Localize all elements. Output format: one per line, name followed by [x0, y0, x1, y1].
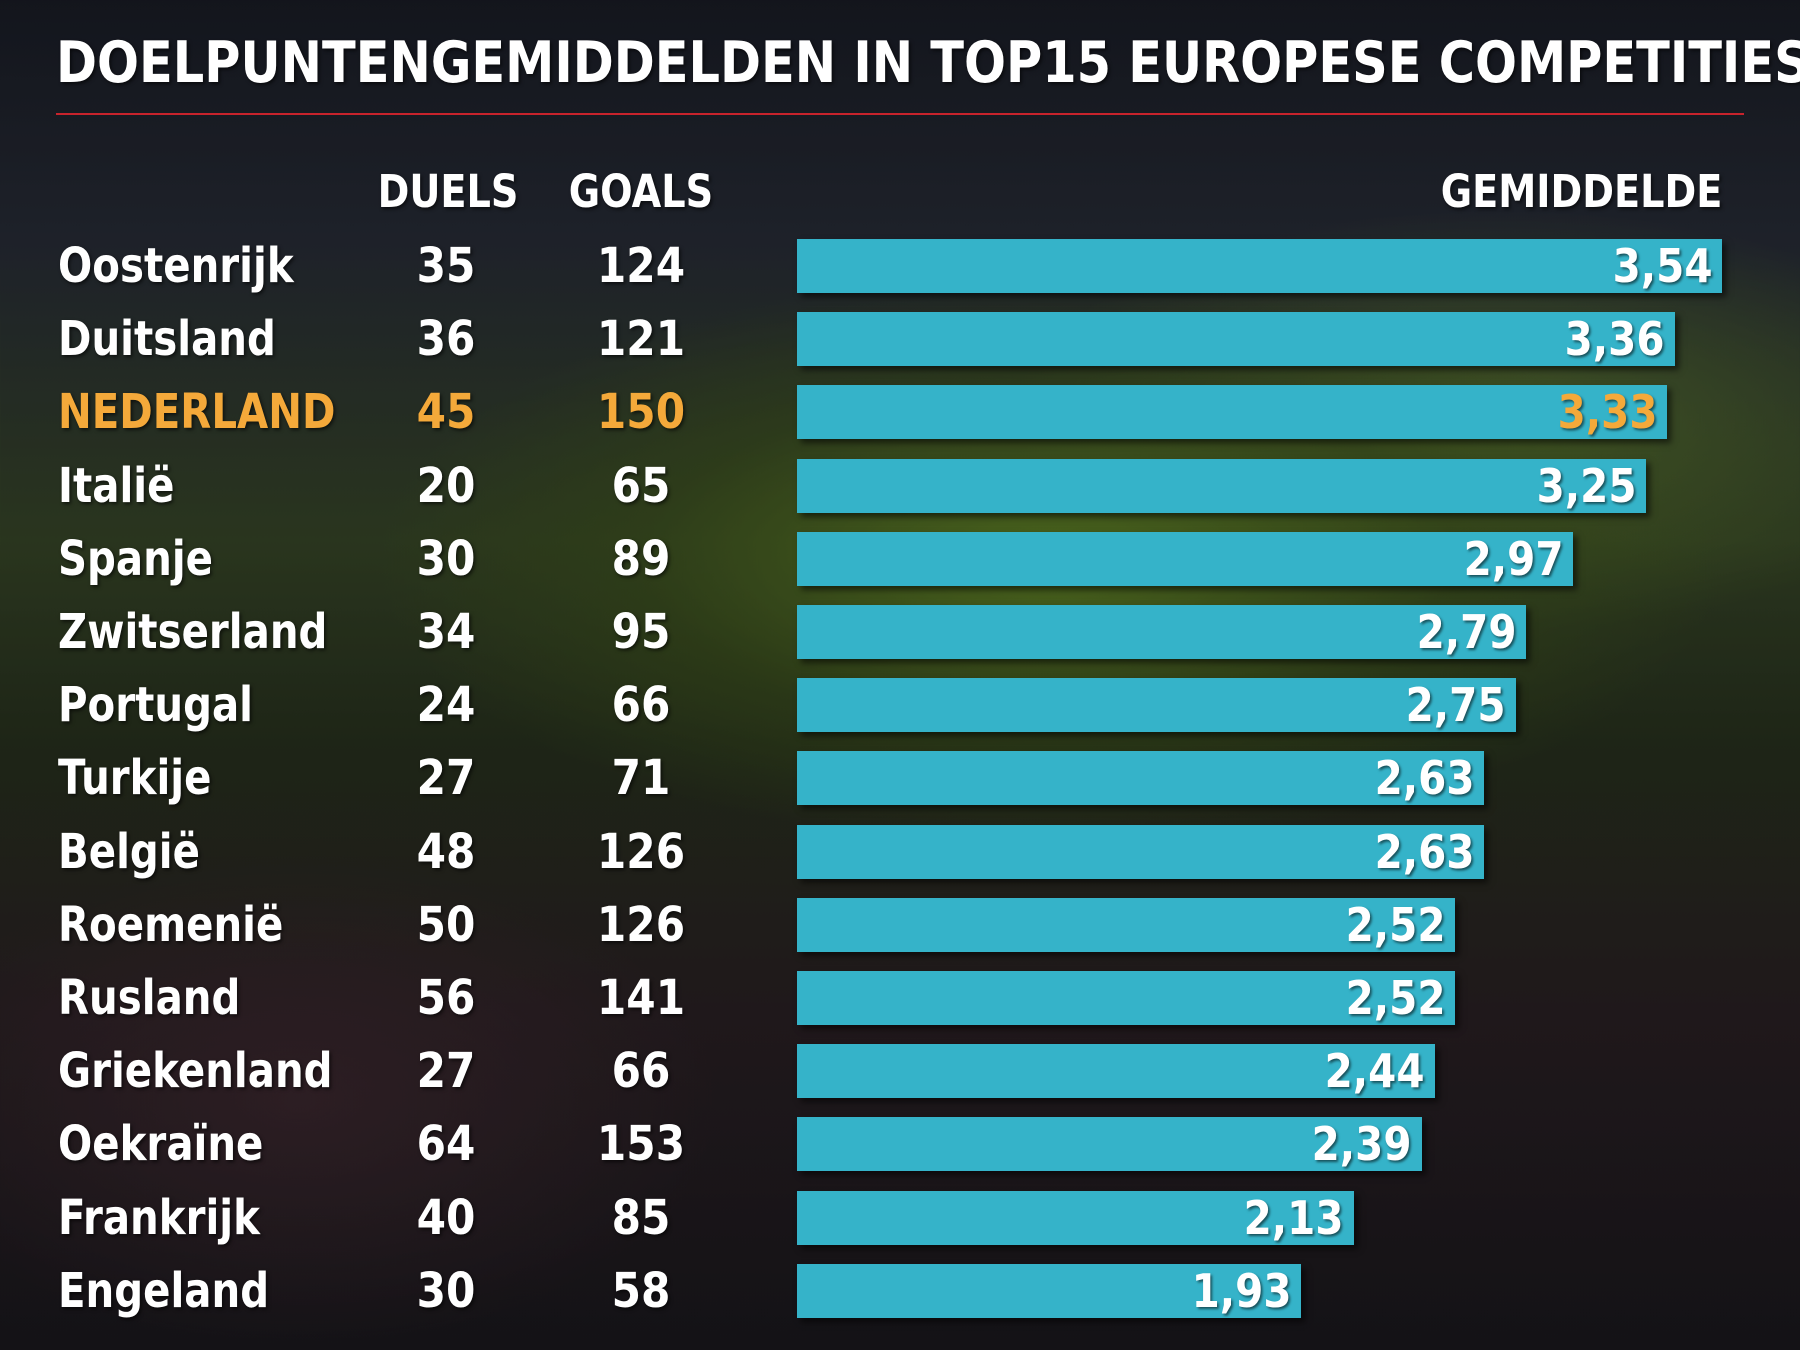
- bar: [797, 312, 1675, 367]
- country-label: Turkije: [58, 750, 212, 807]
- country-label: Engeland: [58, 1262, 270, 1319]
- country-label: Spanje: [58, 530, 213, 587]
- bar: [797, 678, 1516, 733]
- bar: [797, 1044, 1435, 1099]
- bar-value-label: 2,63: [1374, 824, 1475, 879]
- bar: [797, 1263, 1302, 1318]
- bar-value-label: 3,25: [1536, 458, 1637, 513]
- column-header-average: GEMIDDELDE: [1440, 165, 1722, 218]
- country-label: Oostenrijk: [58, 238, 294, 294]
- bar: [797, 239, 1722, 293]
- country-label: Oekraïne: [58, 1116, 264, 1173]
- bar: [797, 531, 1574, 586]
- bar: [797, 1190, 1354, 1245]
- bar-value-label: 2,44: [1324, 1044, 1425, 1099]
- bar-value-label: 1,93: [1191, 1263, 1292, 1318]
- country-label: Frankrijk: [58, 1189, 260, 1246]
- bar: [797, 824, 1485, 879]
- bar-value-label: 2,63: [1374, 751, 1475, 806]
- country-label: Roemenië: [58, 896, 284, 953]
- bar: [797, 605, 1527, 659]
- country-label: Duitsland: [58, 311, 276, 368]
- country-label: België: [58, 823, 200, 880]
- bar: [797, 385, 1668, 440]
- bar: [797, 897, 1456, 952]
- country-label: Rusland: [58, 970, 241, 1026]
- bar: [797, 751, 1485, 806]
- bar-value-label: 3,33: [1557, 385, 1658, 440]
- country-label: NEDERLAND: [58, 384, 336, 441]
- bar-value-label: 2,39: [1311, 1117, 1412, 1172]
- bar-value-label: 2,75: [1405, 678, 1506, 733]
- bar: [797, 971, 1456, 1025]
- bar: [797, 1117, 1422, 1172]
- bar-value-label: 2,52: [1345, 971, 1446, 1025]
- bar-value-label: 2,52: [1345, 897, 1446, 952]
- bar: [797, 458, 1647, 513]
- country-label: Griekenland: [58, 1043, 333, 1100]
- country-label: Italië: [58, 457, 175, 514]
- bar-value-label: 3,36: [1565, 312, 1665, 367]
- country-label: Portugal: [58, 677, 254, 734]
- bar-value-label: 3,54: [1612, 239, 1712, 293]
- country-label: Zwitserland: [58, 604, 328, 660]
- bar-value-label: 2,13: [1243, 1190, 1344, 1245]
- bar-value-label: 2,79: [1416, 605, 1517, 659]
- title-divider: [56, 113, 1744, 115]
- bar-value-label: 2,97: [1463, 531, 1564, 586]
- chart-title: DOELPUNTENGEMIDDELDEN IN TOP15 EUROPESE …: [56, 30, 1800, 96]
